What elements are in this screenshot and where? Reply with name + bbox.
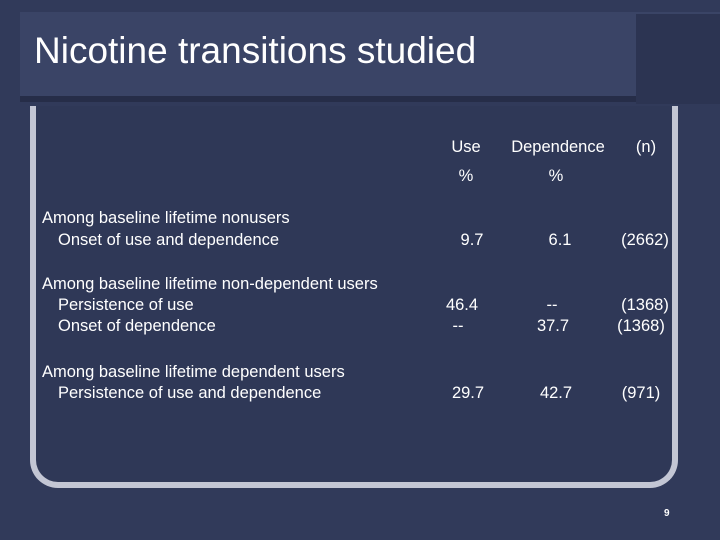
header-n: (n) (620, 137, 672, 159)
row-dependence-value: 37.7 (521, 316, 585, 338)
row-dependence-value: -- (520, 295, 584, 317)
row-use-value: 9.7 (440, 230, 504, 252)
row-label: Persistence of use (58, 295, 194, 317)
row-n-value: (1368) (606, 316, 676, 338)
row-label: Onset of dependence (58, 316, 216, 338)
header-use-unit: % (436, 166, 496, 188)
slide-title: Nicotine transitions studied (34, 30, 476, 72)
row-label: Onset of use and dependence (58, 230, 279, 252)
header-dependence: Dependence (498, 137, 618, 159)
header-use: Use (436, 137, 496, 159)
row-use-value: 29.7 (436, 383, 500, 405)
row-n-value: (971) (606, 383, 676, 405)
row-label: Persistence of use and dependence (58, 383, 321, 405)
row-dependence-value: 6.1 (528, 230, 592, 252)
row-n-value: (2662) (610, 230, 680, 252)
group-heading-dependent-users: Among baseline lifetime dependent users (42, 362, 345, 384)
group-heading-nonusers: Among baseline lifetime nonusers (42, 208, 290, 230)
title-shadow (636, 14, 720, 104)
header-dependence-unit: % (526, 166, 586, 188)
group-heading-non-dependent-users: Among baseline lifetime non-dependent us… (42, 274, 378, 296)
row-n-value: (1368) (610, 295, 680, 317)
row-dependence-value: 42.7 (524, 383, 588, 405)
row-use-value: 46.4 (430, 295, 494, 317)
title-underline (20, 96, 636, 102)
page-number: 9 (664, 508, 670, 519)
row-use-value: -- (426, 316, 490, 338)
